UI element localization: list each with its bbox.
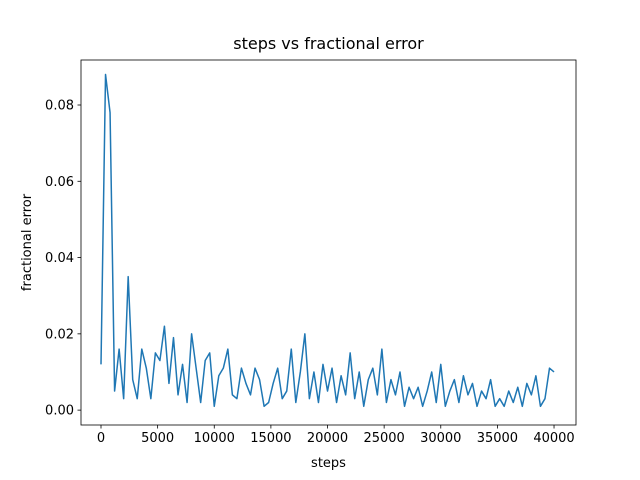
- x-tick-label: 25000: [363, 431, 404, 446]
- y-tick-label: 0.02: [45, 327, 74, 342]
- plot-frame: [80, 59, 577, 426]
- y-axis-label: fractional error: [20, 193, 35, 291]
- chart-title: steps vs fractional error: [233, 34, 424, 53]
- x-tick-label: 10000: [194, 431, 235, 446]
- x-tick-label: 15000: [250, 431, 291, 446]
- x-tick-label: 30000: [420, 431, 461, 446]
- x-axis-label: steps: [311, 456, 346, 471]
- y-tick-label: 0.08: [45, 99, 74, 114]
- y-tick-label: 0.06: [45, 175, 74, 190]
- data-line: [100, 73, 555, 408]
- x-tick-label: 0: [97, 431, 105, 446]
- x-tick-label: 35000: [477, 431, 518, 446]
- y-tick-label: 0.04: [45, 251, 74, 266]
- x-tick-label: 40000: [533, 431, 574, 446]
- x-tick-label: 5000: [141, 431, 174, 446]
- x-tick-label: 20000: [307, 431, 348, 446]
- y-tick-label: 0.00: [45, 404, 74, 419]
